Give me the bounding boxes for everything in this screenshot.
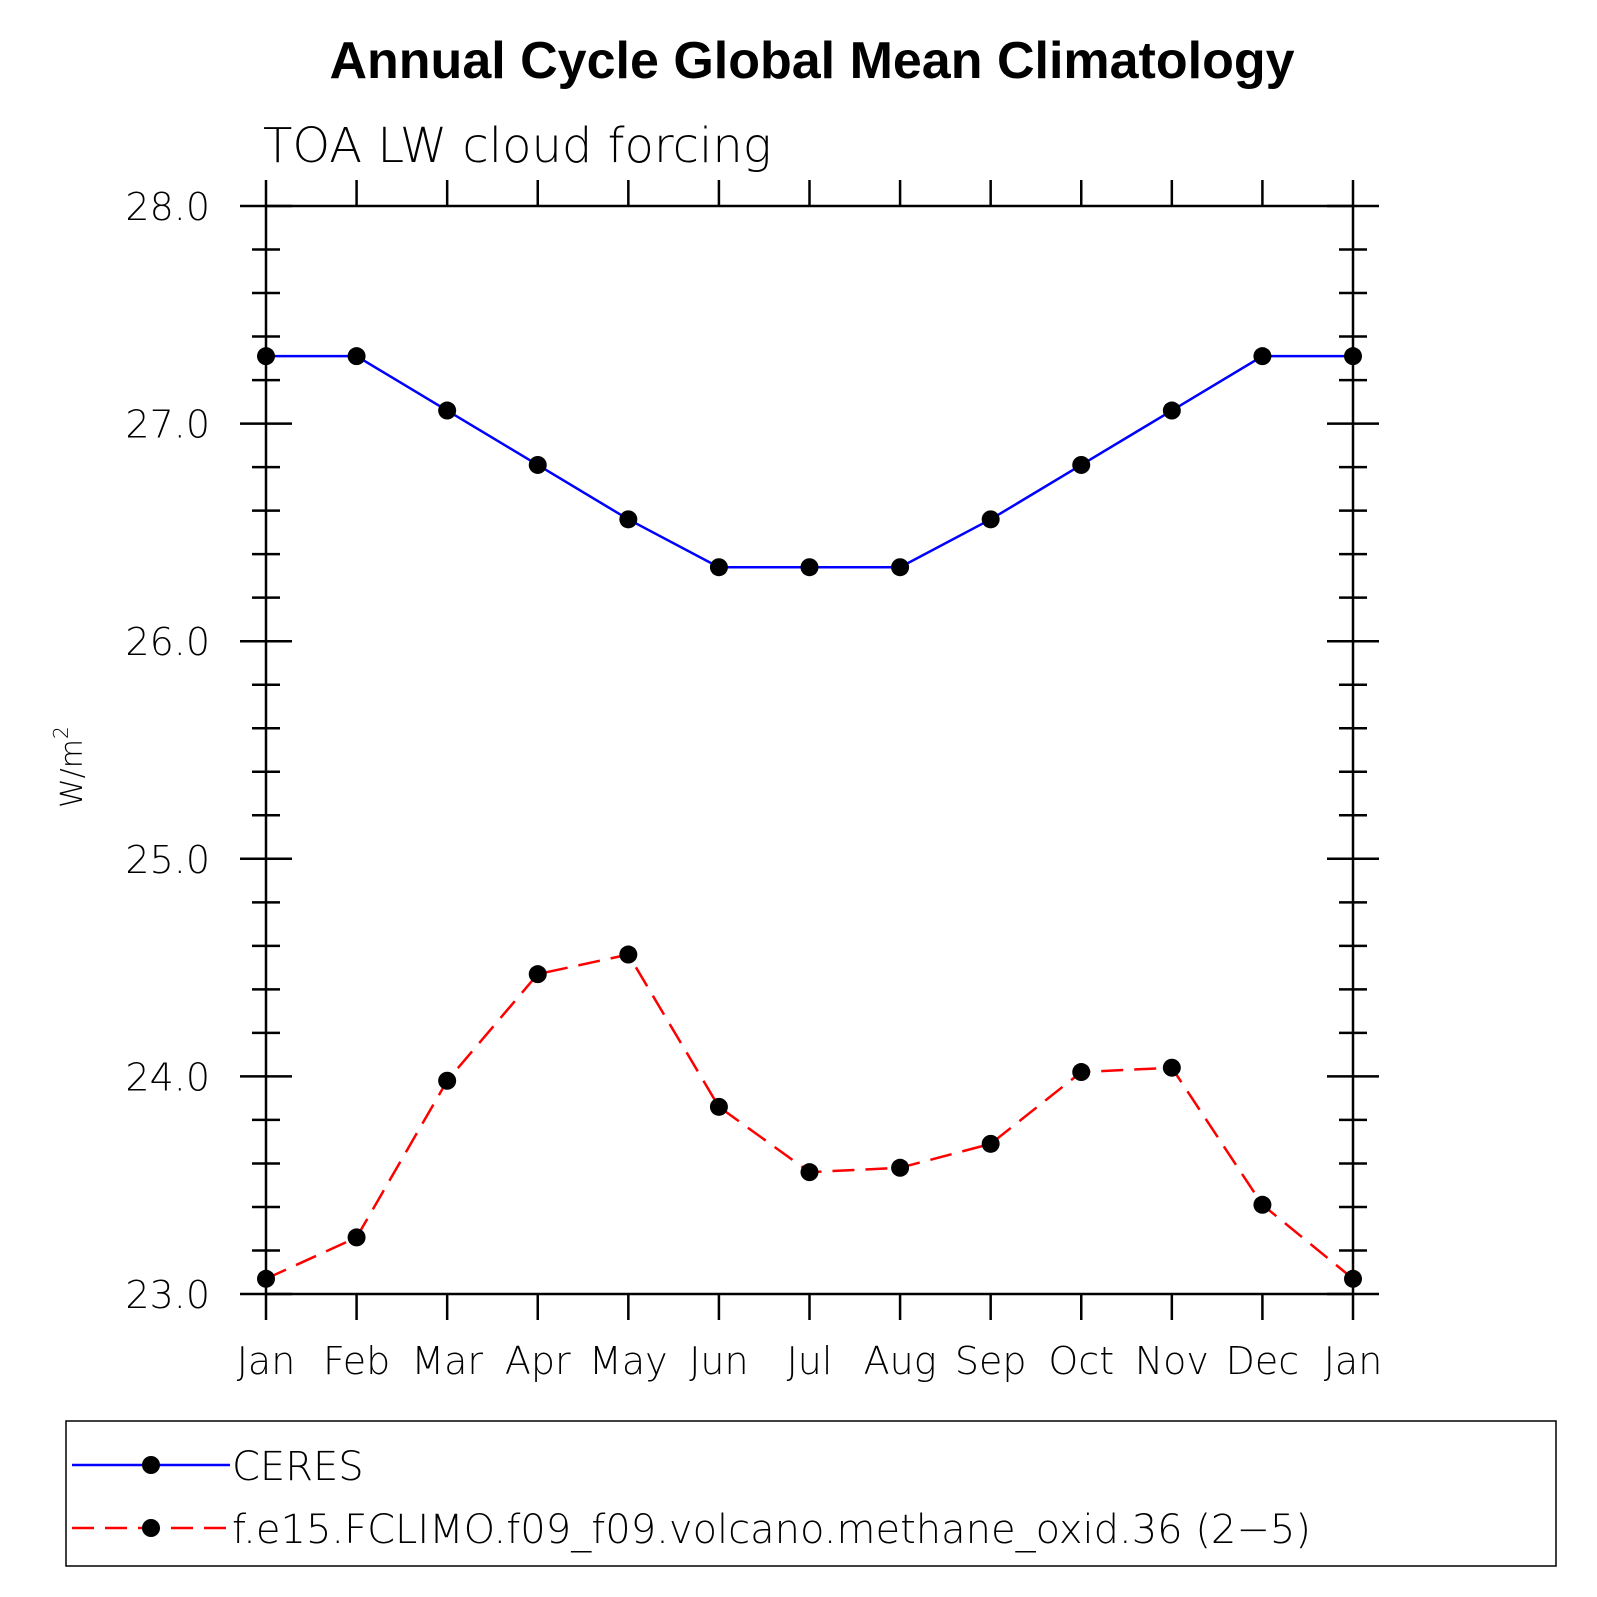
data-point (619, 510, 638, 529)
series-line (265, 953, 1354, 1280)
y-tick-label: 25.0 (125, 838, 210, 882)
chart-title: Annual Cycle Global Mean Climatology (329, 32, 1294, 90)
y-tick-label: 24.0 (125, 1055, 210, 1099)
data-point (257, 347, 275, 366)
x-tick-label: Dec (1226, 1339, 1300, 1383)
data-point (1162, 401, 1181, 420)
data-point (800, 558, 819, 577)
y-tick-label: 28.0 (125, 185, 210, 229)
data-point (1072, 1063, 1091, 1082)
x-tick-label: Nov (1135, 1339, 1209, 1383)
x-tick-labels: Jan Feb Mar Apr May Jun Jul Aug Sep Oct Nov Dec Jan (237, 1339, 1383, 1383)
data-point (981, 1134, 1000, 1153)
axis-ticks (240, 180, 1379, 1320)
data-point (800, 1163, 819, 1182)
x-tick-label: Jun (689, 1339, 748, 1383)
data-point (1344, 1269, 1362, 1288)
x-tick-label: Jan (237, 1339, 296, 1383)
data-point (981, 510, 1000, 529)
data-point (528, 455, 547, 474)
x-tick-label: Aug (864, 1339, 937, 1383)
series-line (266, 354, 1353, 569)
data-point (1253, 1195, 1272, 1214)
x-tick-label: Mar (411, 1339, 483, 1383)
chart-subtitle: TOA LW cloud forcing (263, 118, 772, 174)
legend: CERES f.e15.FCLIMO.f09_f09.volcano.methan… (65, 1420, 1557, 1567)
x-tick-label: Jul (787, 1339, 833, 1383)
data-point (709, 558, 728, 577)
legend-marker (142, 1456, 160, 1474)
x-tick-label: Apr (505, 1339, 571, 1383)
legend-label: f.e15.FCLIMO.f09_f09.volcano.methane_oxi… (232, 1507, 1311, 1553)
y-axis-label-unit: W/m (55, 739, 90, 808)
data-point (438, 401, 457, 420)
y-axis-label-superscript: 2 (49, 726, 73, 739)
data-point (1162, 1058, 1181, 1077)
plot-frame (264, 204, 1355, 1296)
x-tick-label: Sep (955, 1339, 1027, 1383)
series-layer (257, 347, 1362, 1288)
legend-box (65, 1420, 1557, 1567)
legend-marker (142, 1519, 160, 1537)
data-point (891, 558, 910, 577)
legend-items: CERES f.e15.FCLIMO.f09_f09.volcano.methan… (72, 1444, 1311, 1553)
y-axis-label: W/m2 (49, 726, 90, 808)
data-point (1072, 455, 1091, 474)
data-point (257, 1269, 275, 1288)
y-tick-label: 27.0 (125, 403, 210, 447)
data-point (438, 1071, 457, 1090)
y-tick-label: 26.0 (125, 620, 210, 664)
legend-label: CERES (232, 1444, 364, 1490)
x-tick-label: Oct (1048, 1339, 1114, 1383)
data-point (528, 965, 547, 984)
data-point (347, 1228, 366, 1247)
data-point (1253, 347, 1272, 366)
data-point (891, 1158, 910, 1177)
data-point (709, 1097, 728, 1116)
y-tick-labels: 23.0 24.0 25.0 26.0 27.0 28.0 (125, 185, 210, 1317)
y-tick-label: 23.0 (125, 1273, 210, 1317)
x-tick-label: Jan (1324, 1339, 1383, 1383)
x-tick-label: May (589, 1339, 668, 1383)
data-point (347, 347, 366, 366)
data-point (619, 945, 638, 964)
x-tick-label: Feb (323, 1339, 390, 1383)
data-point (1344, 347, 1362, 366)
